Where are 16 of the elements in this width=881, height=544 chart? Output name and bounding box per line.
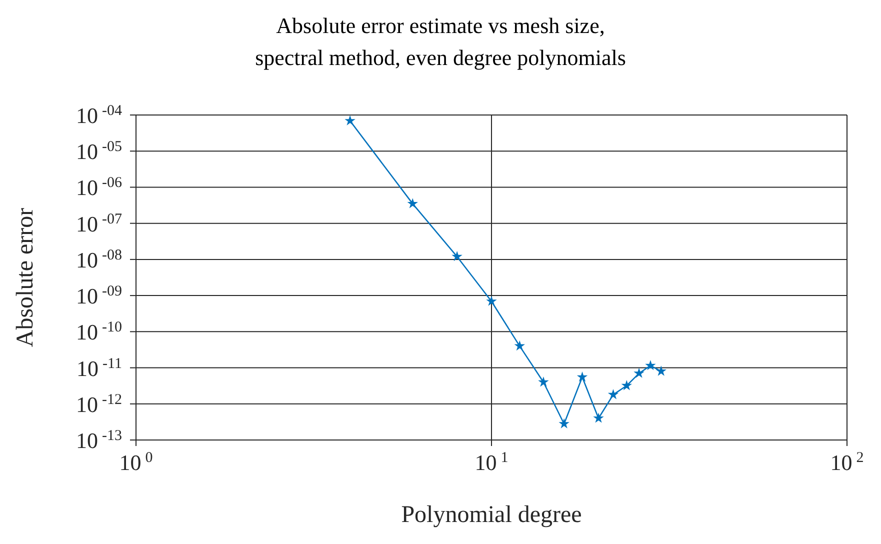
chart-title: Absolute error estimate vs mesh size, spectral method, even degree polynomials bbox=[254, 12, 627, 72]
y-axis-title: Absolute error bbox=[12, 208, 39, 348]
x-tick-label: 10$^{2}$ bbox=[830, 450, 864, 475]
y-tick-label: 10$^{-04}$ bbox=[76, 103, 122, 128]
y-tick-label: 10$^{-09}$ bbox=[76, 284, 122, 309]
y-tick-label: 10$^{-11}$ bbox=[76, 356, 122, 381]
x-tick-label: 10$^{0}$ bbox=[119, 450, 153, 475]
y-tick-label: 10$^{-06}$ bbox=[76, 175, 122, 200]
x-axis-title: Polynomial degree bbox=[401, 502, 582, 528]
y-tick-label: 10$^{-07}$ bbox=[76, 211, 122, 236]
y-tick-label: 10$^{-08}$ bbox=[76, 247, 122, 272]
y-tick-label: 10$^{-13}$ bbox=[76, 428, 122, 453]
y-tick-label: 10$^{-10}$ bbox=[76, 320, 122, 345]
x-tick-label: 10$^{1}$ bbox=[474, 450, 508, 475]
y-tick-label: 10$^{-12}$ bbox=[76, 392, 122, 417]
y-tick-label: 10$^{-05}$ bbox=[76, 139, 122, 164]
